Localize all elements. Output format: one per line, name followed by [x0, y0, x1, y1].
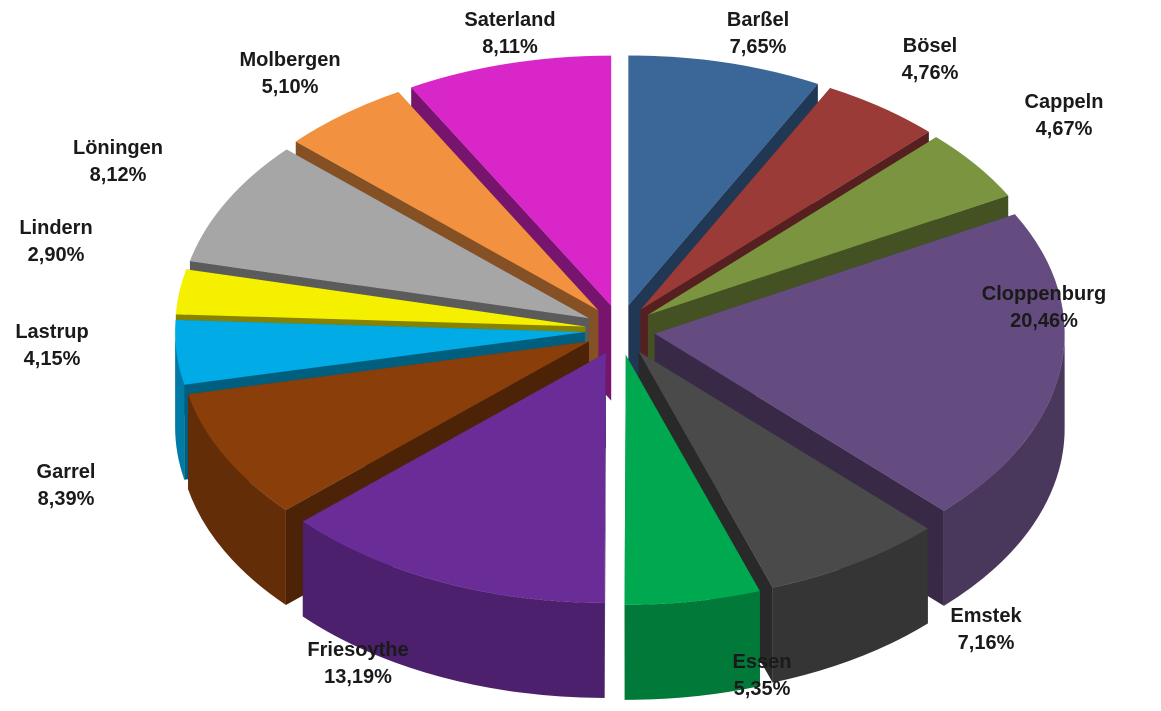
slice-top: [640, 87, 929, 310]
data-label: Emstek 7,16%: [950, 605, 1022, 654]
slice-outer-wall: [624, 591, 760, 700]
slice-name-label: Cloppenburg: [982, 283, 1106, 305]
slice-name-label: Cappeln: [1025, 91, 1104, 113]
slice-top: [175, 269, 586, 327]
pie-slices: [175, 55, 1065, 700]
slice-top: [647, 137, 1009, 315]
slice-top: [628, 55, 818, 306]
slice-name-label: Löningen: [73, 137, 163, 159]
data-label: Barßel 7,65%: [727, 9, 789, 58]
slice-value-label: 5,10%: [262, 76, 319, 98]
slice-value-label: 8,12%: [90, 164, 147, 186]
slice-top: [302, 353, 606, 604]
slice-name-label: Lindern: [19, 217, 92, 239]
slice-friesoythe: [302, 353, 606, 699]
slice-value-label: 4,76%: [902, 62, 959, 84]
slice-top: [189, 149, 590, 319]
slice-essen: [624, 354, 760, 700]
data-label: Cloppenburg 20,46%: [982, 283, 1106, 332]
slice-outer-wall: [175, 332, 185, 480]
data-label: Molbergen 5,10%: [239, 49, 340, 98]
slice-top: [175, 319, 586, 385]
slice-value-label: 13,19%: [324, 666, 392, 688]
slice-value-label: 8,11%: [482, 36, 538, 58]
slice-emstek: [638, 351, 928, 683]
slice-name-label: Bösel: [903, 35, 957, 57]
slice-top: [188, 341, 589, 510]
slice-value-label: 4,67%: [1036, 118, 1093, 140]
slice-value-label: 5,35%: [734, 678, 791, 700]
data-label: Bösel 4,76%: [902, 35, 959, 84]
pie-labels: Barßel 7,65% Bösel 4,76% Cappeln 4,67% Cloppen…: [15, 9, 1106, 700]
slice-name-label: Barßel: [727, 9, 789, 31]
data-label: Essen 5,35%: [733, 651, 792, 700]
slice-value-label: 7,16%: [958, 632, 1015, 654]
data-label: Cappeln 4,67%: [1025, 91, 1104, 140]
slice-value-label: 7,65%: [730, 36, 787, 58]
slice-top: [411, 55, 612, 306]
data-label: Friesoythe 13,19%: [307, 639, 408, 688]
slice-outer-wall: [943, 333, 1065, 606]
slice-top: [654, 214, 1065, 511]
slice-name-label: Lastrup: [15, 321, 88, 343]
slice-value-label: 8,39%: [38, 488, 95, 510]
slice-outer-wall: [772, 528, 928, 683]
slice-name-label: Friesoythe: [307, 639, 408, 661]
slice-outer-wall: [302, 521, 605, 699]
slice-top: [295, 91, 599, 311]
data-label: Garrel 8,39%: [37, 461, 96, 510]
slice-name-label: Molbergen: [239, 49, 340, 71]
slice-name-label: Essen: [733, 651, 792, 673]
slice-top: [624, 354, 760, 605]
slice-value-label: 2,90%: [28, 244, 85, 266]
data-label: Lindern 2,90%: [19, 217, 92, 266]
slice-top: [638, 351, 928, 588]
data-label: Löningen 8,12%: [73, 137, 163, 186]
data-label: Saterland 8,11%: [464, 9, 555, 58]
slice-name-label: Garrel: [37, 461, 96, 483]
slice-value-label: 20,46%: [1010, 310, 1078, 332]
data-label: Lastrup 4,15%: [15, 321, 88, 370]
slice-name-label: Emstek: [950, 605, 1022, 627]
slice-outer-wall: [188, 394, 286, 605]
slice-name-label: Saterland: [464, 9, 555, 31]
slice-value-label: 4,15%: [24, 348, 81, 370]
